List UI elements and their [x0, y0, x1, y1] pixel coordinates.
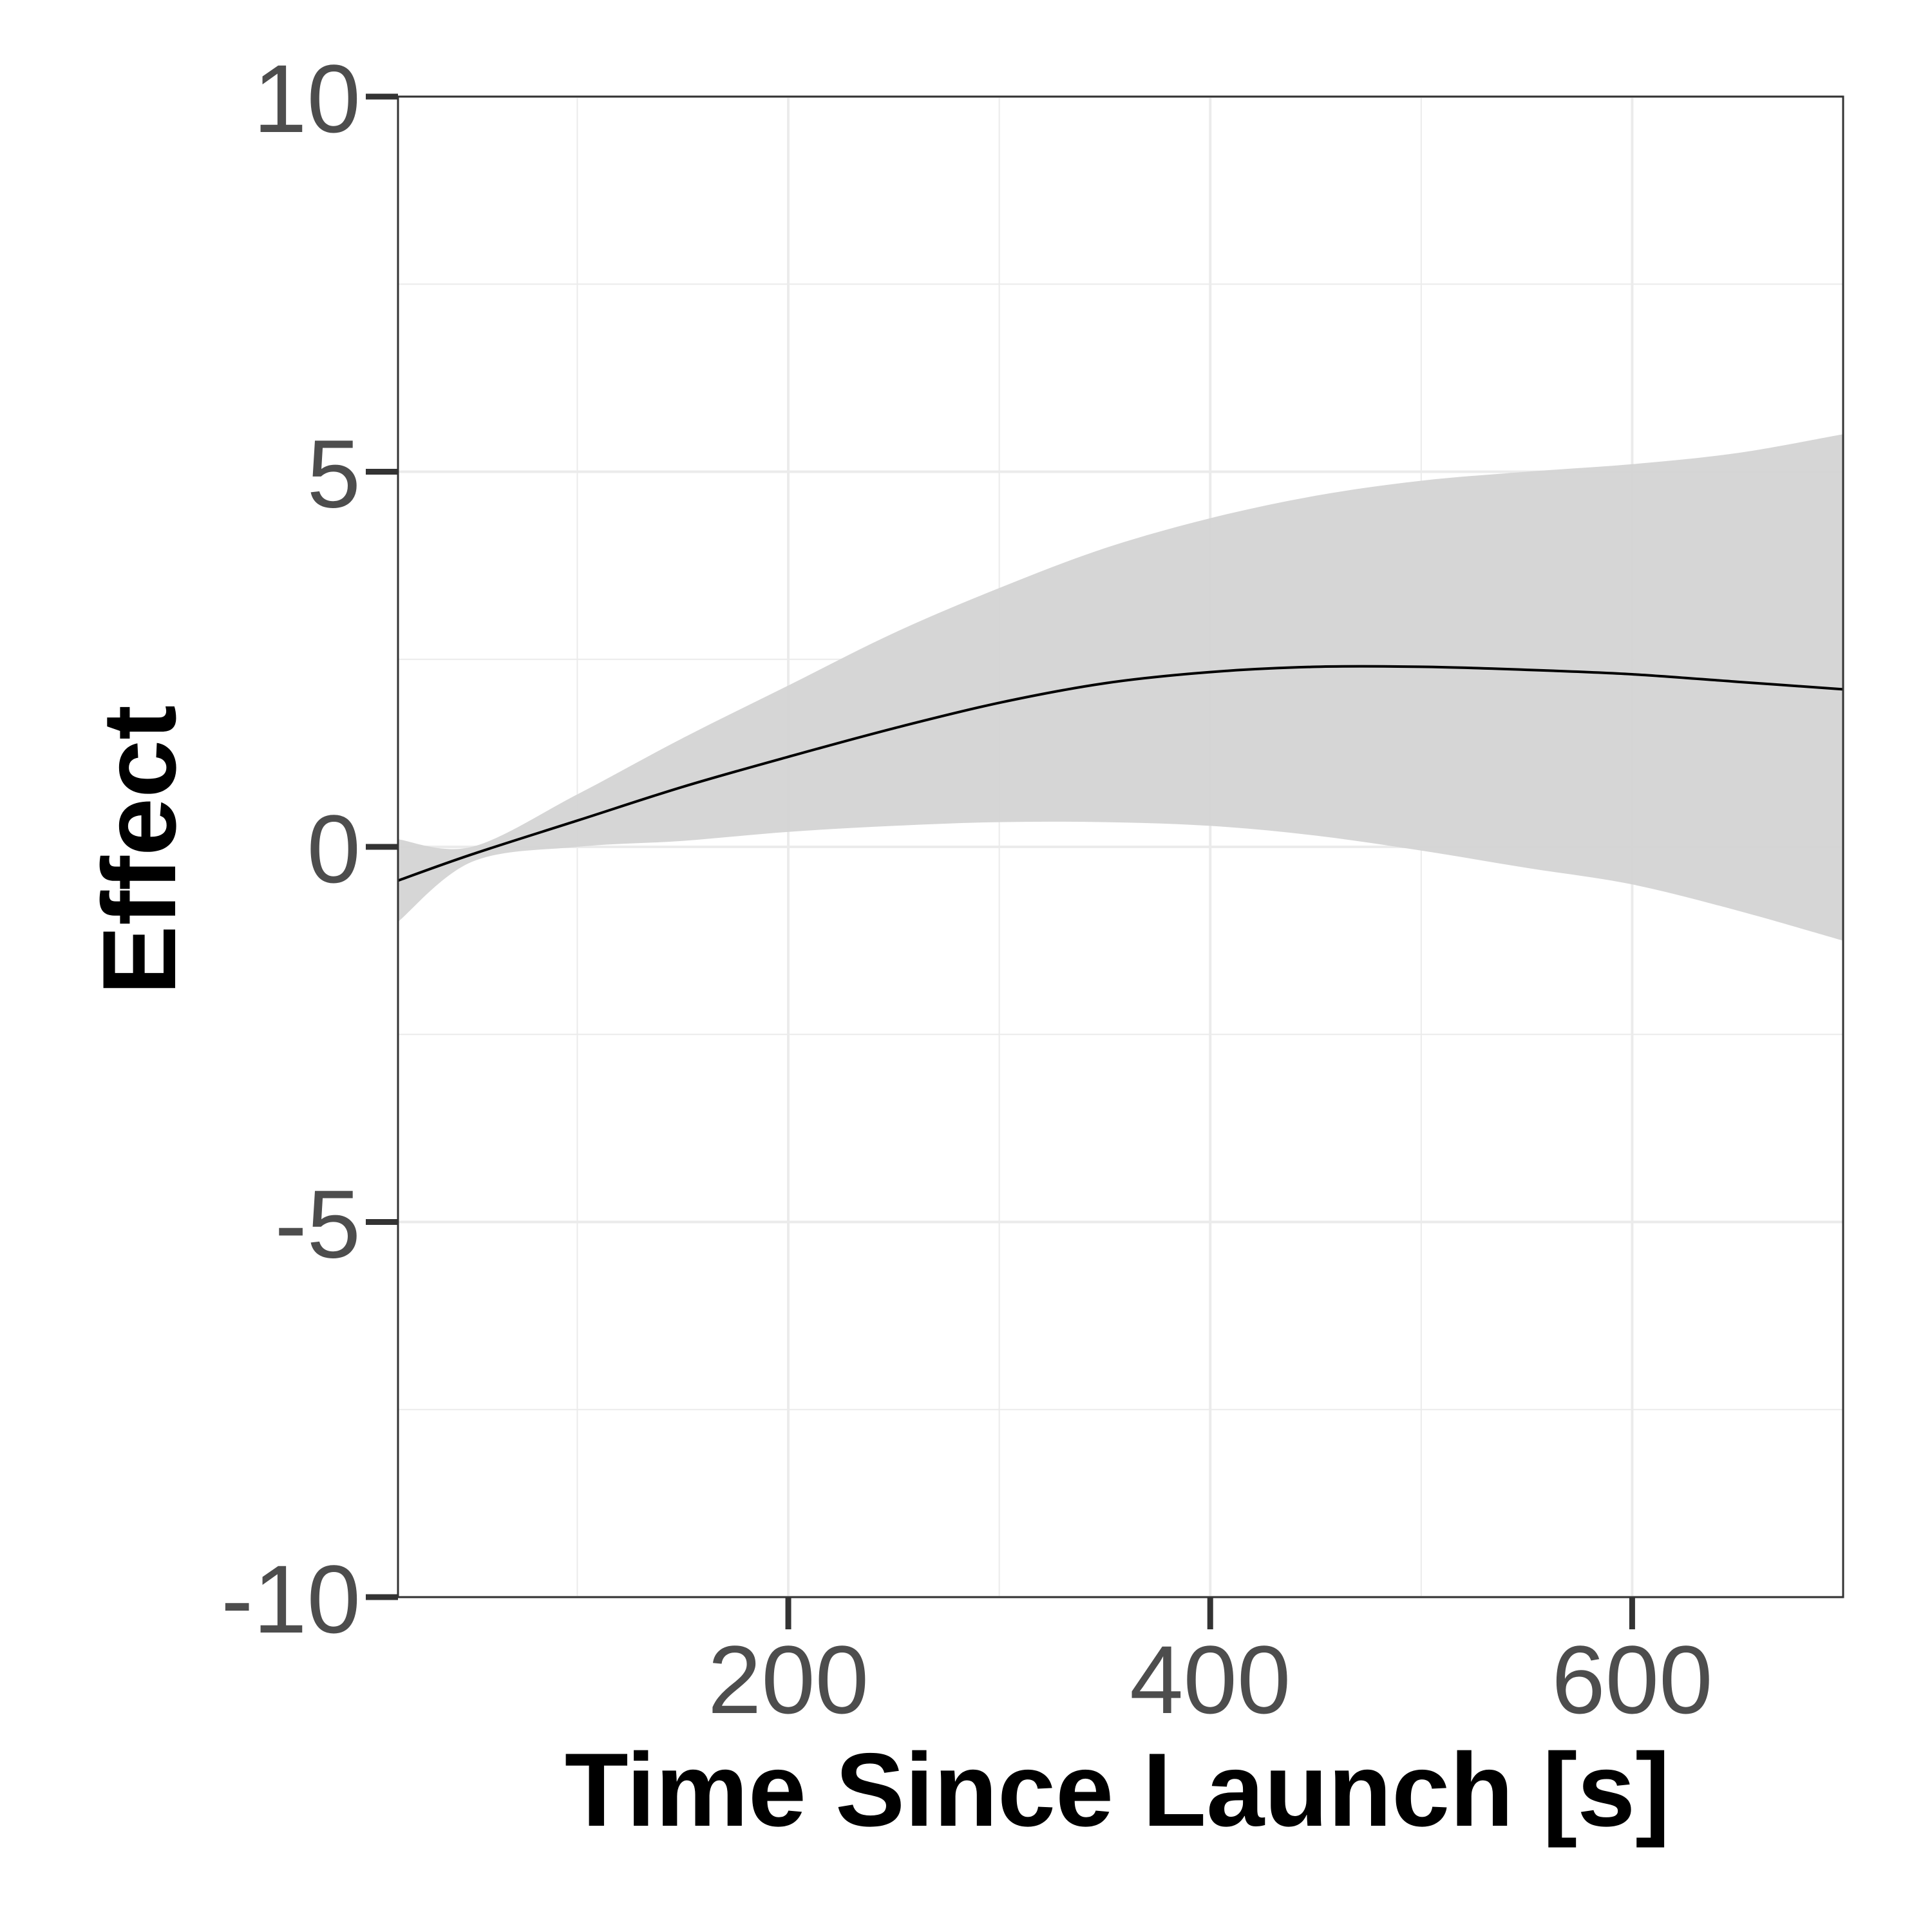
- x-tick-label: 200: [708, 1625, 869, 1734]
- y-tick-label: 5: [307, 420, 361, 528]
- y-tick-label: -5: [275, 1170, 361, 1278]
- y-tick-label: 10: [253, 44, 361, 153]
- y-axis-title: Effect: [81, 705, 198, 995]
- x-tick-label: 600: [1551, 1625, 1712, 1734]
- x-axis-title: Time Since Launch [s]: [565, 1732, 1670, 1848]
- x-axis-ticks: 200 400 600: [708, 1597, 1713, 1734]
- x-tick-label: 400: [1130, 1625, 1291, 1734]
- y-tick-label: -10: [221, 1545, 361, 1653]
- confidence-band: [398, 434, 1843, 941]
- y-tick-label: 0: [307, 795, 361, 903]
- effect-line: [397, 665, 1844, 882]
- y-axis-ticks: -10 -5 0 5 10: [221, 44, 398, 1653]
